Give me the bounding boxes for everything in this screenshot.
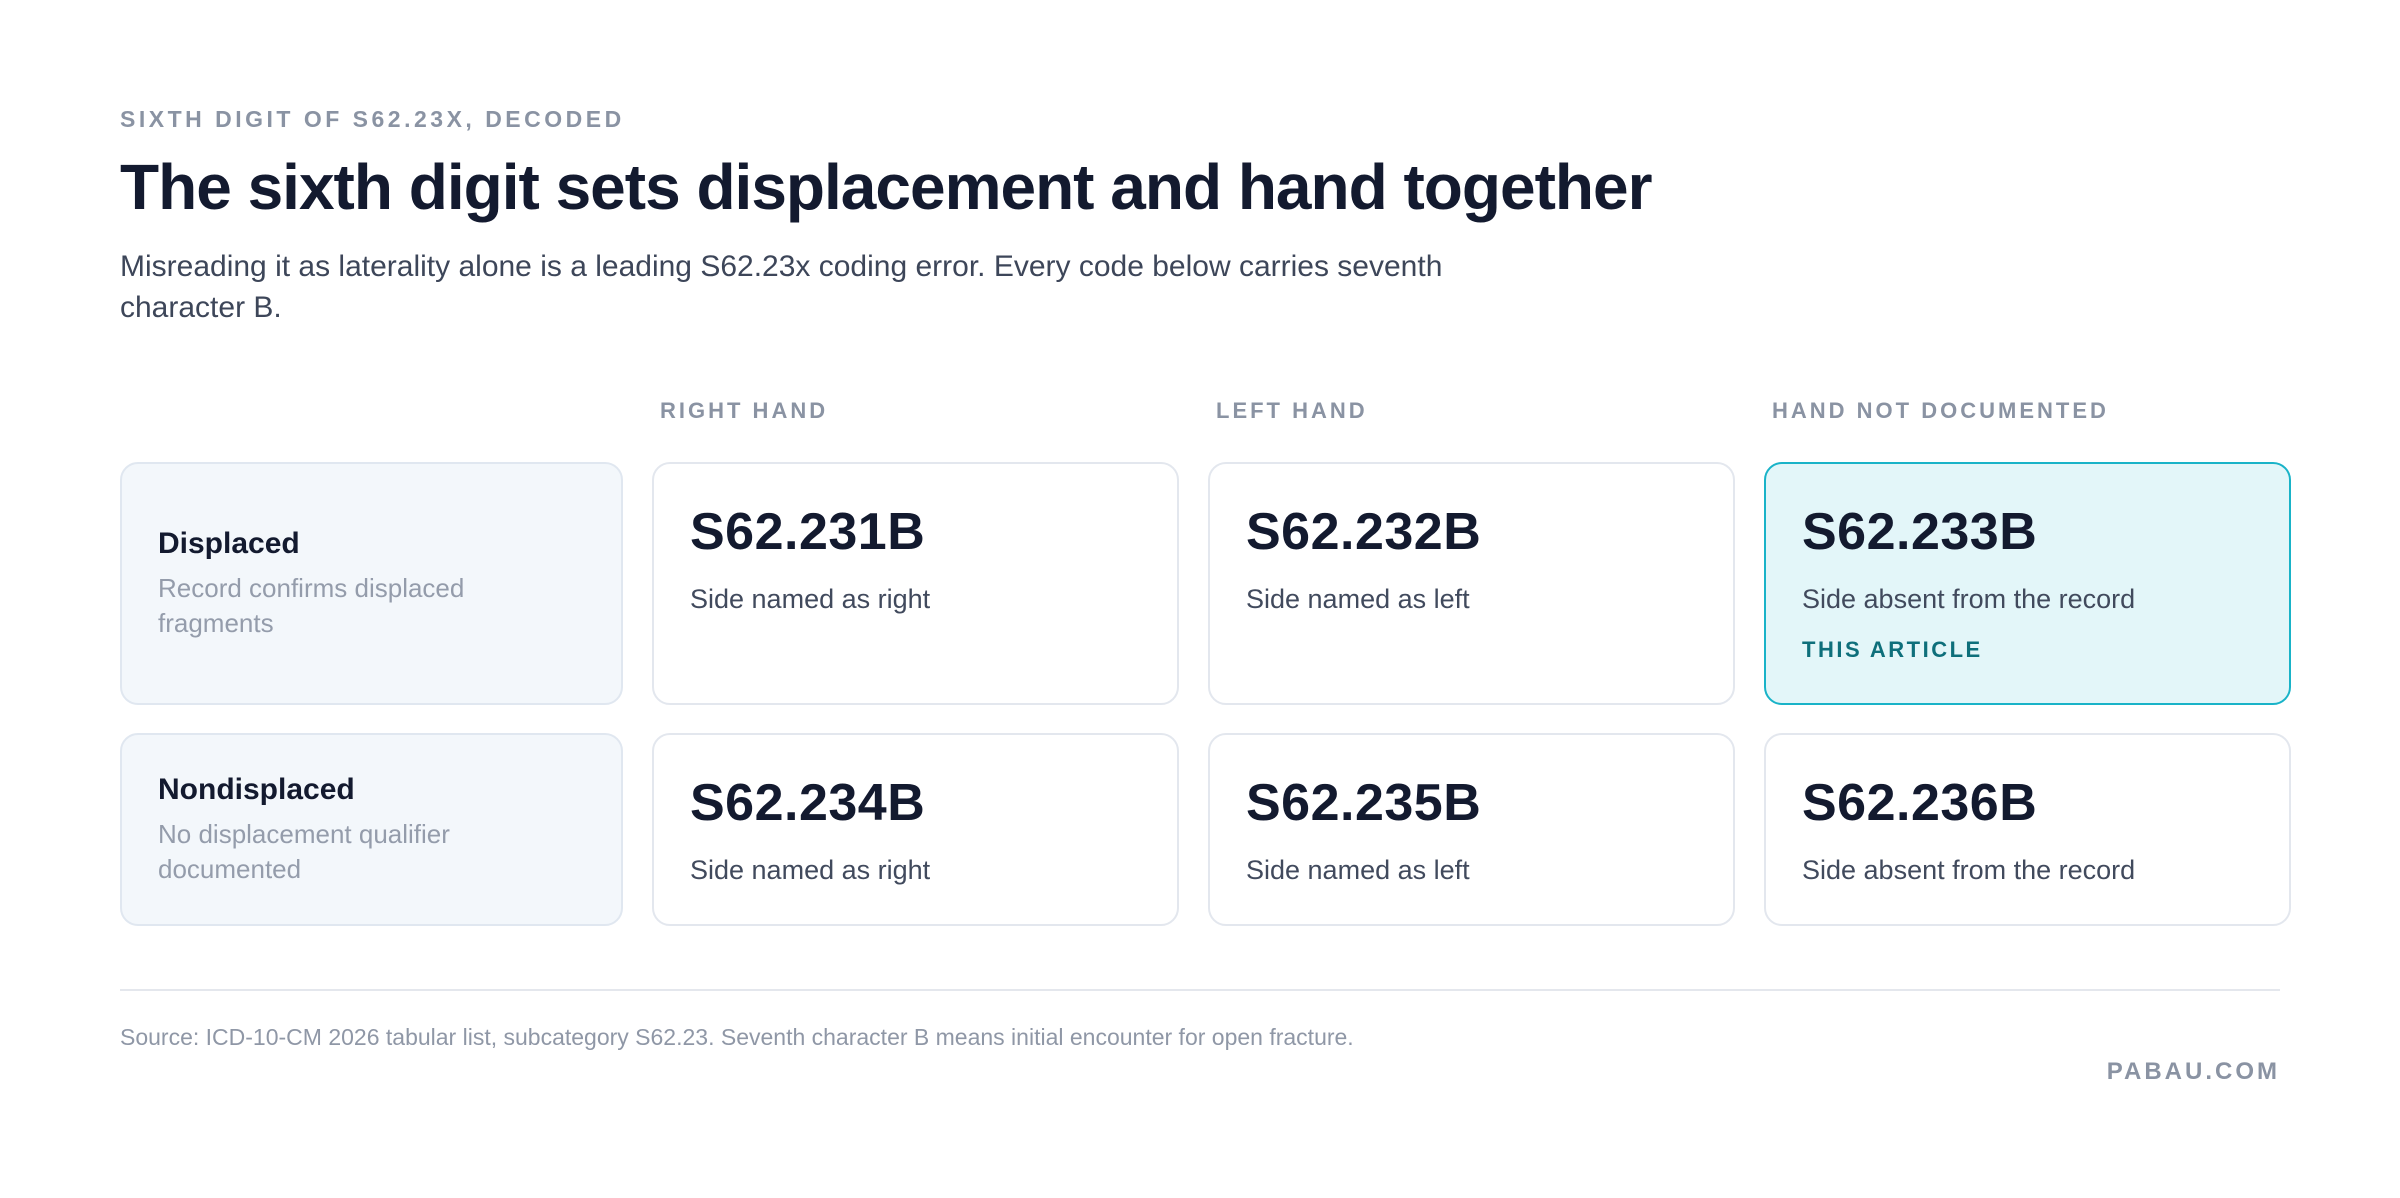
- code-value: S62.234B: [690, 774, 926, 832]
- code-description: Side named as right: [690, 584, 931, 614]
- code-value: S62.231B: [690, 503, 926, 561]
- code-description: Side named as left: [1246, 855, 1470, 885]
- footer-divider: [120, 989, 2280, 991]
- row-label-displaced: Displaced Record confirms displaced frag…: [120, 462, 623, 705]
- row-description: No displacement qualifier documented: [158, 818, 450, 884]
- eyebrow: SIXTH DIGIT OF S62.23X, DECODED: [120, 106, 625, 132]
- code-card-s62-231b: S62.231B Side named as right: [652, 462, 1179, 705]
- code-card-s62-235b: S62.235B Side named as left: [1208, 733, 1735, 926]
- column-header-left-hand: LEFT HAND: [1216, 398, 1368, 423]
- column-header-hand-not-documented: HAND NOT DOCUMENTED: [1772, 398, 2109, 423]
- code-value: S62.235B: [1246, 774, 1482, 832]
- row-title: Nondisplaced: [158, 772, 355, 806]
- code-card-s62-232b: S62.232B Side named as left: [1208, 462, 1735, 705]
- code-description: Side named as right: [690, 855, 931, 885]
- subtitle: Misreading it as laterality alone is a l…: [120, 250, 1443, 324]
- code-description: Side named as left: [1246, 584, 1470, 614]
- this-article-badge: THIS ARTICLE: [1802, 637, 1983, 662]
- code-value: S62.233B: [1802, 503, 2038, 561]
- row-label-nondisplaced: Nondisplaced No displacement qualifier d…: [120, 733, 623, 926]
- source-note: Source: ICD-10-CM 2026 tabular list, sub…: [120, 1024, 1354, 1050]
- row-title: Displaced: [158, 526, 300, 560]
- page-title: The sixth digit sets displacement and ha…: [120, 151, 1652, 223]
- brand-mark: PABAU.COM: [2106, 1058, 2280, 1085]
- code-value: S62.236B: [1802, 774, 2038, 832]
- row-description: Record confirms displaced fragments: [158, 572, 465, 638]
- code-card-s62-236b: S62.236B Side absent from the record: [1764, 733, 2291, 926]
- code-description: Side absent from the record: [1802, 855, 2136, 885]
- code-value: S62.232B: [1246, 503, 1482, 561]
- code-card-s62-234b: S62.234B Side named as right: [652, 733, 1179, 926]
- code-card-s62-233b-highlighted: S62.233B Side absent from the record THI…: [1764, 462, 2291, 705]
- code-description: Side absent from the record: [1802, 584, 2136, 614]
- column-header-right-hand: RIGHT HAND: [660, 398, 829, 423]
